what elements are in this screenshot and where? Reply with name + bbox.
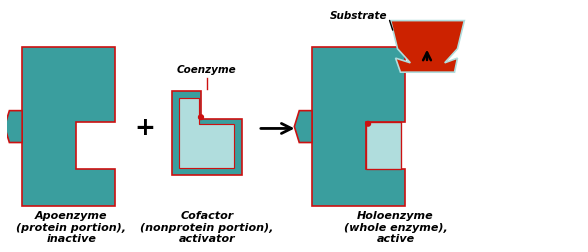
Circle shape [366,121,370,126]
Circle shape [199,115,203,119]
Polygon shape [366,122,402,169]
Text: +: + [135,116,155,140]
Text: Apoenzyme
(protein portion),
inactive: Apoenzyme (protein portion), inactive [16,211,126,244]
Polygon shape [22,47,115,206]
Polygon shape [179,99,235,168]
Polygon shape [172,91,242,175]
Text: Holoenzyme
(whole enzyme),
active: Holoenzyme (whole enzyme), active [344,211,447,244]
Text: Substrate: Substrate [330,11,387,21]
Text: Coenzyme: Coenzyme [177,65,237,75]
Polygon shape [295,111,312,143]
Polygon shape [390,21,465,72]
Polygon shape [5,111,22,143]
Polygon shape [312,47,405,206]
Text: Cofactor
(nonprotein portion),
activator: Cofactor (nonprotein portion), activator [140,211,273,244]
